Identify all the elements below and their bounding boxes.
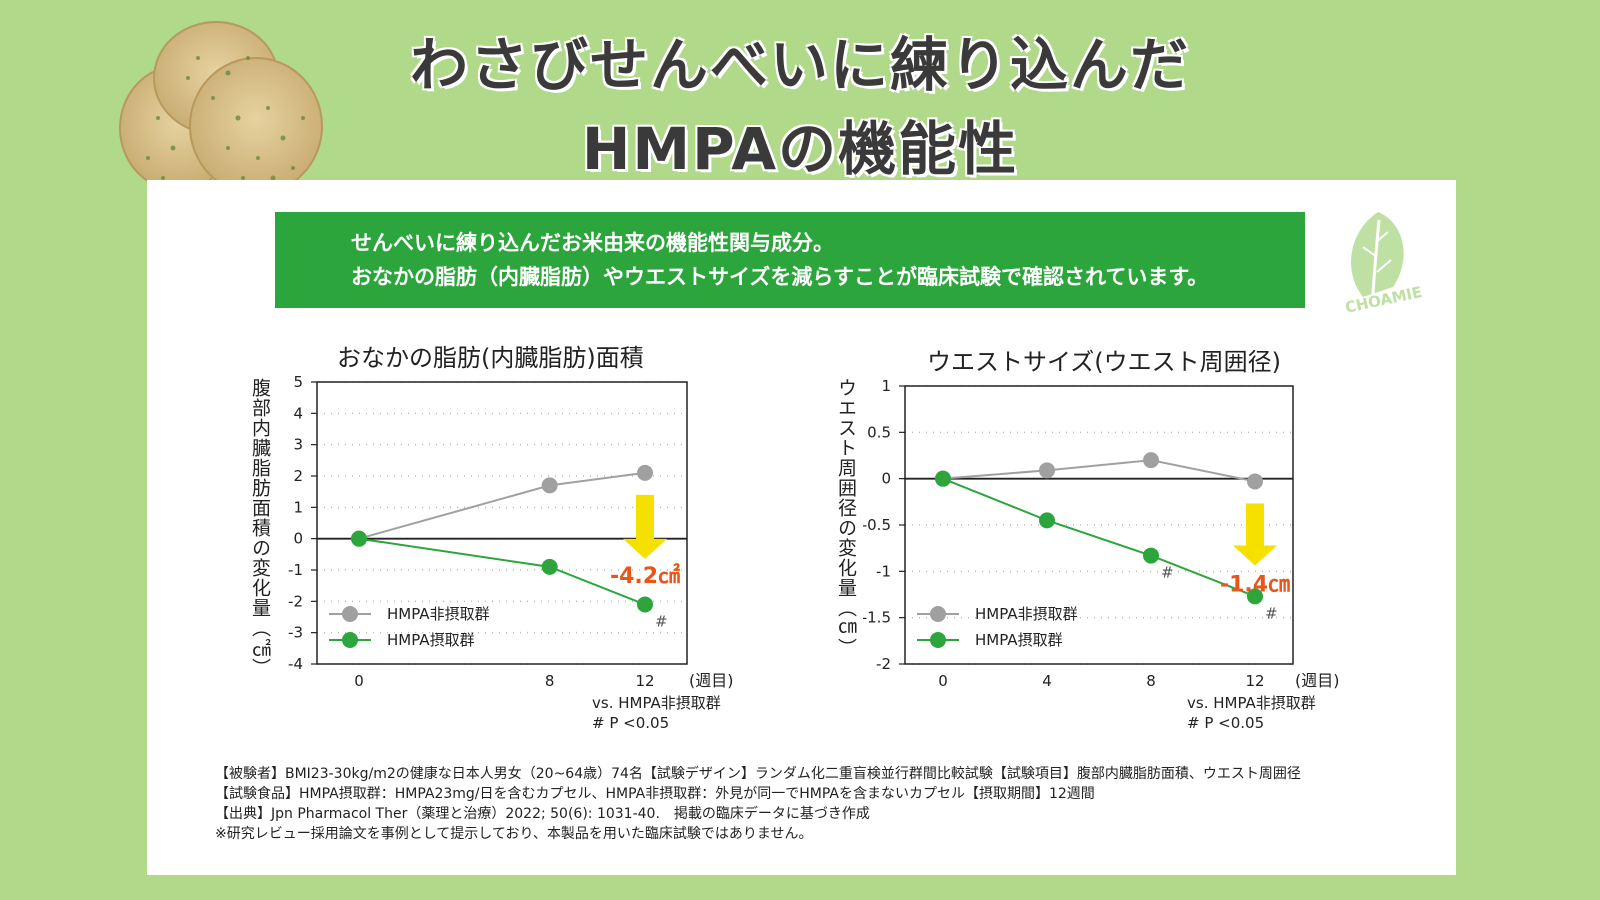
y-tick-label: 0	[293, 530, 303, 548]
series-line-1	[358, 537, 646, 606]
data-point-series1	[637, 596, 653, 613]
data-point-series0	[1039, 462, 1055, 479]
y-tick-label: -2	[288, 592, 303, 610]
y-tick-label: 1	[881, 377, 891, 395]
y-tick-label: -1	[288, 561, 303, 579]
y-tick-label: 5	[293, 373, 303, 391]
chart2-note-line2: # P <0.05	[1187, 714, 1265, 732]
y-tick-label: -1.5	[863, 609, 891, 627]
data-point-series1	[1039, 512, 1055, 529]
difference-label: -4.2㎠	[610, 563, 680, 589]
data-point-series1	[1143, 547, 1159, 564]
legend-label: HMPA摂取群	[387, 631, 475, 649]
difference-arrow-head	[1233, 545, 1277, 566]
content-panel: せんべいに練り込んだお米由来の機能性関与成分。 おなかの脂肪（内臓脂肪）やウエス…	[147, 180, 1456, 875]
x-unit-label: (週目)	[1295, 671, 1340, 690]
y-tick-label: 0	[881, 470, 891, 488]
rice-cracker-illustration	[119, 21, 323, 195]
data-point-series1	[351, 530, 367, 547]
y-tick-label: -4	[288, 655, 303, 673]
y-tick-label: 1	[293, 498, 303, 516]
difference-arrow-shaft	[1246, 503, 1264, 548]
difference-arrow-head	[623, 538, 667, 559]
data-point-series1	[1247, 588, 1263, 605]
reference-line: 【被験者】BMI23-30kg/m2の健康な日本人男女（20~64歳）74名【試…	[215, 766, 1301, 782]
data-point-series0	[1247, 473, 1263, 490]
reference-line: 【出典】Jpn Pharmacol Ther（薬理と治療）2022; 50(6)…	[215, 806, 870, 822]
legend-label: HMPA摂取群	[975, 631, 1063, 649]
y-tick-label: 0.5	[867, 423, 891, 441]
y-tick-label: -1	[876, 562, 891, 580]
references: 【被験者】BMI23-30kg/m2の健康な日本人男女（20~64歳）74名【試…	[215, 764, 1301, 844]
y-tick-label: -0.5	[863, 516, 891, 534]
banner-line2: おなかの脂肪（内臓脂肪）やウエストサイズを減らすことが臨床試験で確認されています…	[351, 265, 1209, 289]
x-unit-label: (週目)	[689, 671, 734, 690]
x-tick-label: 8	[1146, 672, 1156, 690]
chart2-note-line1: vs. HMPA非摂取群	[1187, 694, 1316, 712]
chart1-note-line1: vs. HMPA非摂取群	[592, 694, 721, 712]
difference-arrow-shaft	[636, 494, 654, 541]
chart2-line-chart: 10.50-0.5-1-1.5-204812(摂取前)(週目)##-1.4㎝HM…	[863, 377, 1340, 690]
series-line-0	[942, 459, 1256, 483]
data-point-series0	[637, 464, 653, 481]
y-tick-label: 3	[293, 436, 303, 454]
komatsuna-logo-icon: CHOAMIE	[1343, 212, 1424, 317]
y-tick-label: 4	[293, 404, 303, 422]
legend-marker	[342, 632, 358, 648]
significance-mark: #	[1161, 564, 1174, 582]
legend-label: HMPA非摂取群	[975, 605, 1078, 623]
x-tick-label: 12	[1245, 672, 1264, 690]
legend-marker	[930, 606, 946, 622]
difference-label: -1.4㎝	[1220, 572, 1290, 597]
y-tick-label: -3	[288, 624, 303, 642]
x-tick-label: 0	[354, 672, 364, 690]
x-tick-label: 4	[1042, 672, 1052, 690]
data-point-series1	[935, 470, 951, 487]
y-tick-label: 2	[293, 467, 303, 485]
chart2-title: ウエストサイズ(ウエスト周囲径)	[927, 348, 1282, 376]
data-point-series0	[1143, 452, 1159, 469]
chart2-y-axis-label: ウエスト周囲径の変化量（㎝）	[835, 378, 857, 658]
series-line-0	[358, 471, 646, 540]
plot-frame	[316, 381, 688, 665]
chart1-note-line2: # P <0.05	[592, 714, 670, 732]
significance-mark: #	[1265, 604, 1278, 622]
summary-banner: せんべいに練り込んだお米由来の機能性関与成分。 おなかの脂肪（内臓脂肪）やウエス…	[275, 212, 1305, 308]
page-title-line1: わさびせんべいに練り込んだ	[409, 31, 1190, 99]
banner-line1: せんべいに練り込んだお米由来の機能性関与成分。	[351, 231, 834, 255]
y-tick-label: -2	[876, 655, 891, 673]
x-tick-label: 12	[635, 672, 654, 690]
data-point-series0	[541, 477, 558, 494]
chart1-y-axis-label: 腹部内臓脂肪面積の変化量（㎠）	[249, 378, 271, 678]
significance-mark: #	[655, 612, 668, 630]
legend-label: HMPA非摂取群	[387, 605, 490, 623]
reference-line: ※研究レビュー採用論文を事例として提示しており、本製品を用いた臨床試験ではありま…	[215, 826, 813, 842]
chart1-line-chart: 543210-1-2-3-40812(摂取前)(週目)#-4.2㎠HMPA非摂取…	[288, 373, 734, 690]
series-line-1	[942, 477, 1256, 598]
legend-marker	[930, 632, 946, 648]
data-point-series1	[541, 558, 558, 575]
legend-marker	[342, 606, 358, 622]
page-title-line2: HMPAの機能性	[581, 115, 1019, 183]
x-tick-label: 8	[545, 672, 555, 690]
x-tick-label: 0	[938, 672, 948, 690]
reference-line: 【試験食品】HMPA摂取群：HMPA23mg/日を含むカプセル、HMPA非摂取群…	[215, 786, 1095, 802]
chart1-title: おなかの脂肪(内臓脂肪)面積	[337, 344, 644, 372]
